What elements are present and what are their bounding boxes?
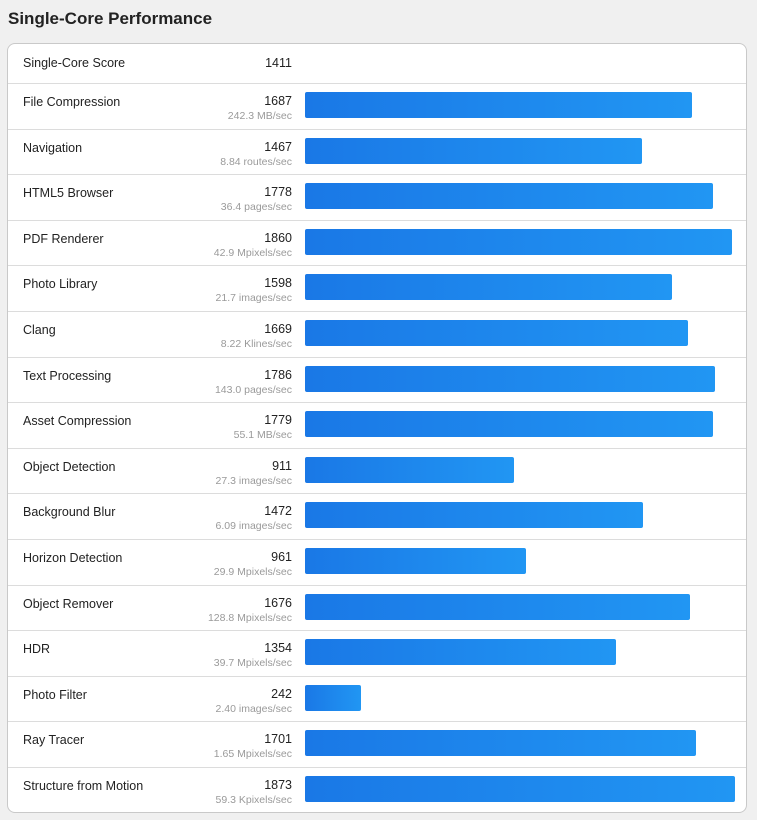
benchmark-score: 1676: [264, 595, 292, 610]
benchmark-score: 1467: [264, 139, 292, 154]
benchmark-score: 1354: [264, 641, 292, 656]
score-bar: [305, 639, 616, 666]
benchmark-score: 1778: [264, 185, 292, 200]
benchmark-rate: 8.22 Klines/sec: [220, 337, 292, 350]
benchmark-name: Horizon Detection: [23, 550, 123, 565]
score-bar: [305, 92, 693, 118]
benchmark-score: 1701: [264, 732, 292, 747]
benchmark-score: 1687: [264, 94, 292, 108]
benchmark-row: Navigation 1467 8.84 routes/sec: [8, 130, 746, 176]
benchmark-name: HTML5 Browser: [23, 186, 114, 201]
benchmark-name: File Compression: [23, 95, 121, 109]
score-bar: [305, 228, 732, 255]
benchmark-rate: 6.09 images/sec: [215, 520, 292, 533]
benchmark-row: Photo Library 1598 21.7 images/sec: [8, 266, 746, 312]
benchmark-score: 1779: [264, 413, 292, 428]
benchmark-name: HDR: [23, 642, 51, 657]
benchmark-rate: 55.1 MB/sec: [233, 429, 292, 442]
score-bar: [305, 365, 716, 392]
benchmark-rate: 42.9 Mpixels/sec: [213, 246, 292, 259]
benchmark-row: Text Processing 1786 143.0 pages/sec: [8, 358, 746, 404]
benchmark-rate: 2.40 images/sec: [215, 702, 292, 715]
benchmark-score: 1786: [264, 367, 292, 382]
score-bar: [305, 547, 526, 574]
benchmark-name: Object Remover: [23, 596, 114, 611]
benchmark-row: Object Detection 911 27.3 images/sec: [8, 449, 746, 495]
benchmark-row: HTML5 Browser 1778 36.4 pages/sec: [8, 175, 746, 221]
benchmark-name: PDF Renderer: [23, 231, 104, 246]
benchmark-score: 961: [271, 549, 292, 564]
benchmark-name: Photo Filter: [23, 687, 87, 702]
benchmark-rate: 21.7 images/sec: [215, 292, 292, 305]
score-bar: [305, 502, 643, 529]
benchmark-score: 1669: [264, 321, 292, 336]
benchmark-rate: 128.8 Mpixels/sec: [207, 611, 292, 624]
benchmark-name: Text Processing: [23, 368, 112, 383]
benchmark-rate: 27.3 images/sec: [215, 474, 292, 487]
score-bar: [305, 137, 642, 164]
benchmark-rate: 39.7 Mpixels/sec: [213, 657, 292, 670]
benchmark-score: 911: [272, 458, 292, 473]
benchmark-name: Navigation: [23, 140, 83, 155]
score-bar: [305, 411, 714, 438]
benchmark-rate: 36.4 pages/sec: [220, 201, 292, 214]
benchmark-row: Asset Compression 1779 55.1 MB/sec: [8, 403, 746, 449]
benchmark-table: Single-Core Score 1411 File Compression 1…: [7, 43, 747, 813]
benchmark-row: File Compression 1687 242.3 MB/sec: [8, 84, 746, 130]
score-label: Single-Core Score: [23, 56, 126, 70]
score-bar: [305, 730, 696, 757]
single-core-score-row: Single-Core Score 1411: [8, 44, 746, 84]
benchmark-score: 1860: [264, 230, 292, 245]
benchmark-row: HDR 1354 39.7 Mpixels/sec: [8, 631, 746, 677]
score-bar: [305, 183, 714, 210]
benchmark-row: Background Blur 1472 6.09 images/sec: [8, 494, 746, 540]
benchmark-rate: 8.84 routes/sec: [220, 155, 292, 168]
benchmark-score: 1472: [264, 504, 292, 519]
benchmark-name: Ray Tracer: [23, 733, 85, 748]
benchmark-rate: 143.0 pages/sec: [214, 383, 292, 396]
benchmark-row: Ray Tracer 1701 1.65 Mpixels/sec: [8, 722, 746, 768]
benchmark-score: 1598: [264, 276, 292, 291]
score-bar: [305, 274, 672, 301]
benchmark-rate: 59.3 Kpixels/sec: [215, 793, 292, 806]
score-bar: [305, 775, 735, 802]
page-title: Single-Core Performance: [8, 9, 213, 28]
score-bar: [305, 319, 689, 346]
score-bar: [305, 593, 690, 620]
benchmark-rate: 29.9 Mpixels/sec: [213, 565, 292, 578]
benchmark-row: Photo Filter 242 2.40 images/sec: [8, 677, 746, 723]
benchmark-name: Background Blur: [23, 505, 116, 520]
benchmark-row: Horizon Detection 961 29.9 Mpixels/sec: [8, 540, 746, 586]
benchmark-name: Structure from Motion: [23, 778, 144, 793]
score-bar: [305, 684, 361, 711]
benchmark-score: 242: [271, 686, 292, 701]
benchmark-score: 1873: [264, 777, 292, 792]
score-value: 1411: [265, 56, 292, 70]
benchmark-name: Clang: [23, 322, 56, 337]
score-bar: [305, 456, 515, 483]
benchmark-name: Photo Library: [23, 277, 98, 292]
benchmark-rate: 1.65 Mpixels/sec: [213, 748, 292, 761]
benchmark-row: Structure from Motion 1873 59.3 Kpixels/se…: [8, 768, 746, 812]
benchmark-row: Clang 1669 8.22 Klines/sec: [8, 312, 746, 358]
benchmark-row: PDF Renderer 1860 42.9 Mpixels/sec: [8, 221, 746, 267]
benchmark-name: Asset Compression: [23, 414, 132, 429]
benchmark-rate: 242.3 MB/sec: [227, 110, 292, 122]
benchmark-name: Object Detection: [23, 459, 116, 474]
benchmark-row: Object Remover 1676 128.8 Mpixels/sec: [8, 586, 746, 632]
